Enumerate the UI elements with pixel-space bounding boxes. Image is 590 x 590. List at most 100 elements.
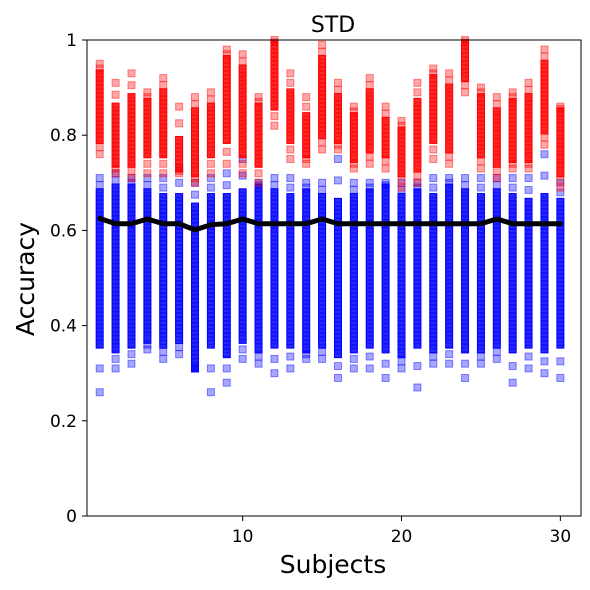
scatter-point: [540, 357, 549, 366]
scatter-point: [413, 126, 422, 134]
scatter-point: [95, 340, 104, 349]
scatter-point: [159, 269, 168, 277]
scatter-point: [95, 260, 104, 269]
scatter-point: [413, 308, 422, 317]
scatter-point: [476, 174, 485, 183]
scatter-point: [127, 109, 136, 117]
scatter-point: [350, 241, 358, 249]
scatter-point: [127, 283, 136, 292]
scatter-point: [524, 306, 533, 314]
scatter-point: [413, 162, 422, 170]
scatter-point: [493, 328, 501, 337]
scatter-point: [111, 211, 120, 220]
scatter-point: [365, 132, 374, 141]
scatter-point: [381, 195, 390, 204]
scatter-point: [270, 312, 279, 321]
scatter-point: [397, 309, 406, 317]
scatter-point: [556, 322, 565, 330]
scatter-point: [445, 203, 453, 212]
scatter-point: [254, 191, 263, 200]
scatter-point: [397, 285, 406, 293]
scatter-point: [493, 272, 501, 281]
scatter-point: [477, 145, 485, 153]
scatter-point: [413, 212, 422, 221]
scatter-point: [191, 282, 199, 291]
scatter-point: [365, 96, 374, 105]
scatter-point: [175, 333, 183, 341]
scatter-point: [222, 75, 231, 83]
scatter-point: [238, 88, 247, 97]
scatter-point: [207, 213, 215, 221]
scatter-point: [254, 275, 263, 284]
scatter-point: [254, 93, 263, 102]
scatter-point: [429, 126, 438, 134]
scatter-point: [493, 155, 501, 164]
scatter-point: [127, 255, 136, 264]
scatter-point: [524, 334, 533, 342]
scatter-point: [413, 150, 422, 158]
scatter-point: [238, 116, 247, 125]
scatter-point: [270, 60, 279, 69]
scatter-point: [540, 88, 549, 96]
scatter-point: [381, 243, 390, 252]
scatter-point: [159, 74, 168, 83]
scatter-point: [270, 280, 279, 289]
scatter-point: [222, 169, 231, 178]
scatter-point: [365, 272, 374, 281]
scatter-point: [286, 249, 295, 257]
scatter-point: [445, 295, 453, 304]
scatter-point: [191, 218, 199, 227]
scatter-point: [540, 257, 549, 265]
scatter-point: [222, 277, 231, 285]
scatter-point: [381, 331, 390, 340]
scatter-point: [508, 321, 517, 329]
scatter-point: [540, 68, 549, 76]
scatter-point: [429, 229, 438, 237]
scatter-point: [334, 258, 342, 266]
scatter-point: [429, 78, 438, 86]
scatter-point: [334, 266, 342, 274]
scatter-point: [413, 328, 422, 337]
scatter-point: [508, 150, 517, 158]
scatter-point: [508, 362, 517, 371]
scatter-point: [445, 115, 453, 124]
scatter-point: [191, 302, 199, 311]
scatter-point: [238, 304, 247, 313]
scatter-point: [524, 230, 533, 238]
scatter-point: [143, 324, 152, 333]
scatter-series: [95, 150, 565, 397]
scatter-point: [493, 260, 501, 269]
scatter-point: [222, 181, 231, 190]
scatter-point: [397, 130, 406, 139]
scatter-point: [540, 309, 549, 317]
scatter-point: [556, 290, 565, 298]
scatter-point: [318, 285, 326, 293]
scatter-point: [222, 281, 231, 289]
scatter-point: [302, 120, 311, 128]
scatter-point: [238, 264, 247, 273]
scatter-point: [429, 297, 438, 305]
scatter-point: [508, 341, 517, 349]
scatter-point: [524, 270, 533, 278]
scatter-point: [413, 134, 422, 142]
scatter-point: [493, 135, 501, 144]
scatter-point: [397, 313, 406, 321]
scatter-point: [365, 120, 374, 129]
scatter-point: [143, 232, 152, 241]
scatter-point: [556, 167, 565, 176]
scatter-point: [143, 292, 152, 301]
scatter-point: [222, 99, 231, 107]
scatter-point: [175, 148, 183, 156]
scatter-point: [381, 164, 390, 173]
scatter-point: [270, 292, 279, 301]
scatter-point: [318, 138, 327, 147]
scatter-point: [254, 178, 263, 187]
scatter-point: [270, 308, 279, 317]
scatter-point: [191, 155, 199, 164]
scatter-point: [254, 295, 263, 304]
scatter-point: [540, 201, 549, 209]
scatter-point-cluster: [349, 112, 358, 164]
scatter-point: [175, 152, 183, 160]
scatter-point: [461, 81, 470, 90]
scatter-point: [95, 125, 104, 134]
